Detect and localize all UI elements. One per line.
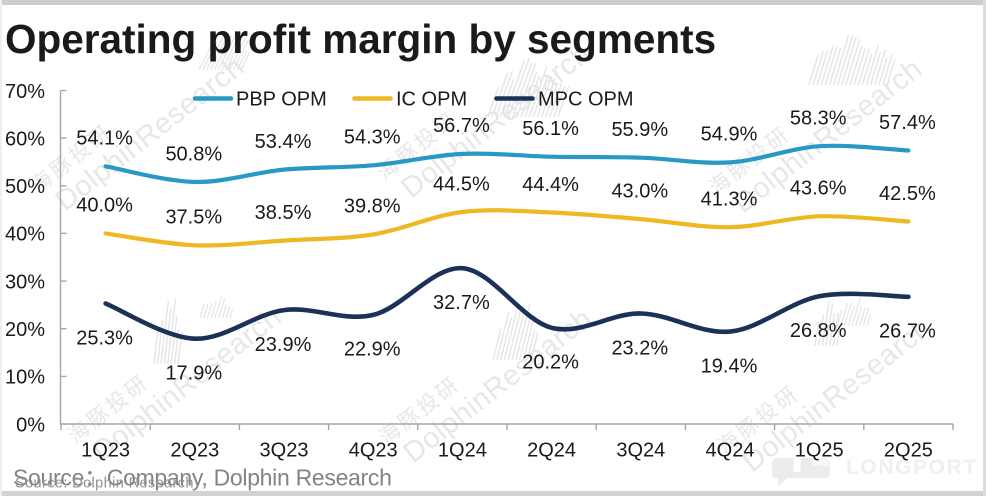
svg-text:19.4%: 19.4% xyxy=(701,355,758,377)
svg-text:1Q25: 1Q25 xyxy=(795,439,844,461)
svg-text:50%: 50% xyxy=(5,176,45,198)
svg-text:39.8%: 39.8% xyxy=(344,196,401,218)
svg-text:38.5%: 38.5% xyxy=(255,202,312,224)
svg-text:1Q24: 1Q24 xyxy=(438,439,487,461)
svg-text:3Q24: 3Q24 xyxy=(616,439,665,461)
svg-text:25.3%: 25.3% xyxy=(76,327,133,349)
svg-text:10%: 10% xyxy=(5,367,45,389)
svg-text:23.2%: 23.2% xyxy=(611,337,668,359)
svg-text:MPC OPM: MPC OPM xyxy=(538,89,634,111)
svg-text:Source: Dolphin Research: Source: Dolphin Research xyxy=(15,476,194,492)
svg-text:4Q23: 4Q23 xyxy=(349,439,398,461)
svg-text:44.4%: 44.4% xyxy=(522,174,579,196)
svg-text:70%: 70% xyxy=(5,81,45,103)
svg-text:54.3%: 54.3% xyxy=(344,127,401,149)
svg-text:43.6%: 43.6% xyxy=(790,178,847,200)
svg-text:41.3%: 41.3% xyxy=(701,189,758,211)
svg-text:LONGPORT: LONGPORT xyxy=(846,456,978,479)
svg-text:22.9%: 22.9% xyxy=(344,339,401,361)
svg-text:23.9%: 23.9% xyxy=(255,334,312,356)
svg-text:40.0%: 40.0% xyxy=(76,195,133,217)
svg-text:Operating profit margin by seg: Operating profit margin by segments xyxy=(5,16,716,62)
svg-text:1Q23: 1Q23 xyxy=(81,439,130,461)
svg-text:20%: 20% xyxy=(5,319,45,341)
svg-text:26.8%: 26.8% xyxy=(790,320,847,342)
svg-text:2Q25: 2Q25 xyxy=(884,439,933,461)
svg-text:PBP OPM: PBP OPM xyxy=(236,89,327,111)
svg-text:53.4%: 53.4% xyxy=(255,131,312,153)
svg-text:2Q23: 2Q23 xyxy=(170,439,219,461)
svg-text:32.7%: 32.7% xyxy=(433,292,490,314)
svg-text:20.2%: 20.2% xyxy=(522,352,579,374)
svg-text:54.1%: 54.1% xyxy=(76,128,133,150)
svg-text:40%: 40% xyxy=(5,224,45,246)
svg-text:3Q23: 3Q23 xyxy=(260,439,309,461)
svg-text:Source：Company, Dolphin Resear: Source：Company, Dolphin Research xyxy=(13,465,392,491)
svg-text:IC OPM: IC OPM xyxy=(396,89,467,111)
svg-text:58.3%: 58.3% xyxy=(790,108,847,130)
svg-text:55.9%: 55.9% xyxy=(611,119,668,141)
svg-text:4Q24: 4Q24 xyxy=(706,439,755,461)
svg-text:50.8%: 50.8% xyxy=(165,143,222,165)
svg-text:30%: 30% xyxy=(5,271,45,293)
svg-text:37.5%: 37.5% xyxy=(165,207,222,229)
svg-text:0%: 0% xyxy=(16,414,45,436)
svg-text:60%: 60% xyxy=(5,128,45,150)
svg-text:17.9%: 17.9% xyxy=(165,363,222,385)
svg-text:44.5%: 44.5% xyxy=(433,173,490,195)
svg-text:56.1%: 56.1% xyxy=(522,118,579,140)
svg-text:56.7%: 56.7% xyxy=(433,115,490,137)
svg-text:42.5%: 42.5% xyxy=(879,183,936,205)
svg-text:43.0%: 43.0% xyxy=(611,180,668,202)
svg-text:26.7%: 26.7% xyxy=(879,321,936,343)
svg-text:2Q24: 2Q24 xyxy=(527,439,576,461)
svg-text:54.9%: 54.9% xyxy=(701,124,758,146)
svg-text:57.4%: 57.4% xyxy=(879,112,936,134)
